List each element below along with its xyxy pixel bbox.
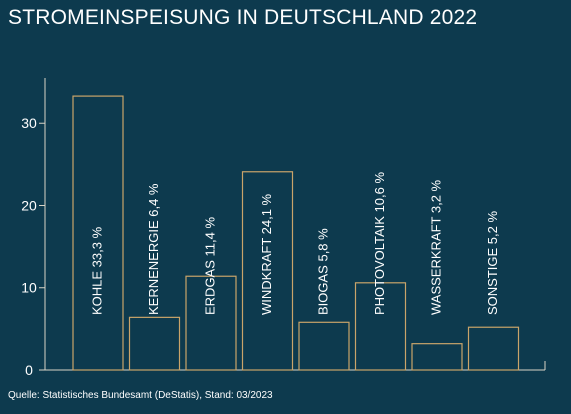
chart-title: STROMEINSPEISUNG IN DEUTSCHLAND 2022 [8,6,478,29]
data-label-sonstige: SONSTIGE 5,2 % [485,211,500,315]
y-axis-ticks: 0 10 20 30 [21,115,45,378]
y-tick-label: 10 [21,280,37,296]
y-tick-label: 0 [25,362,33,378]
bar-kernenergie [128,316,181,371]
data-label-kernenergie: KERNENERGIE 6,4 % [146,183,161,315]
y-tick-label: 30 [21,115,37,131]
bar-photovoltaik [354,282,407,371]
bar-wasserkraft [411,343,463,371]
bar-windkraft [241,171,294,371]
data-label-erdgas: ERDGAS 11,4 % [202,217,217,315]
data-label-biogas: BIOGAS 5,8 % [315,228,330,315]
data-label-photovoltaik: PHOTOVOLTAIK 10,6 % [372,172,387,315]
data-label-wasserkraft: WASSERKRAFT 3,2 % [428,179,443,315]
chart-data-labels: KOHLE 33,3 % KERNENERGIE 6,4 % ERDGAS 11,4… [89,172,500,315]
source-note: Quelle: Statistisches Bundesamt (DeStati… [8,390,273,401]
chart-axes [44,78,546,371]
bar-erdgas [185,275,237,371]
y-tick-label: 20 [21,197,37,213]
chart-bars [72,95,520,371]
bar-biogas [298,321,350,371]
data-label-windkraft: WINDKRAFT 24,1 % [259,193,274,315]
bar-sonstige [467,326,520,371]
data-label-kohle: KOHLE 33,3 % [89,226,104,315]
bar-kohle [72,95,124,371]
